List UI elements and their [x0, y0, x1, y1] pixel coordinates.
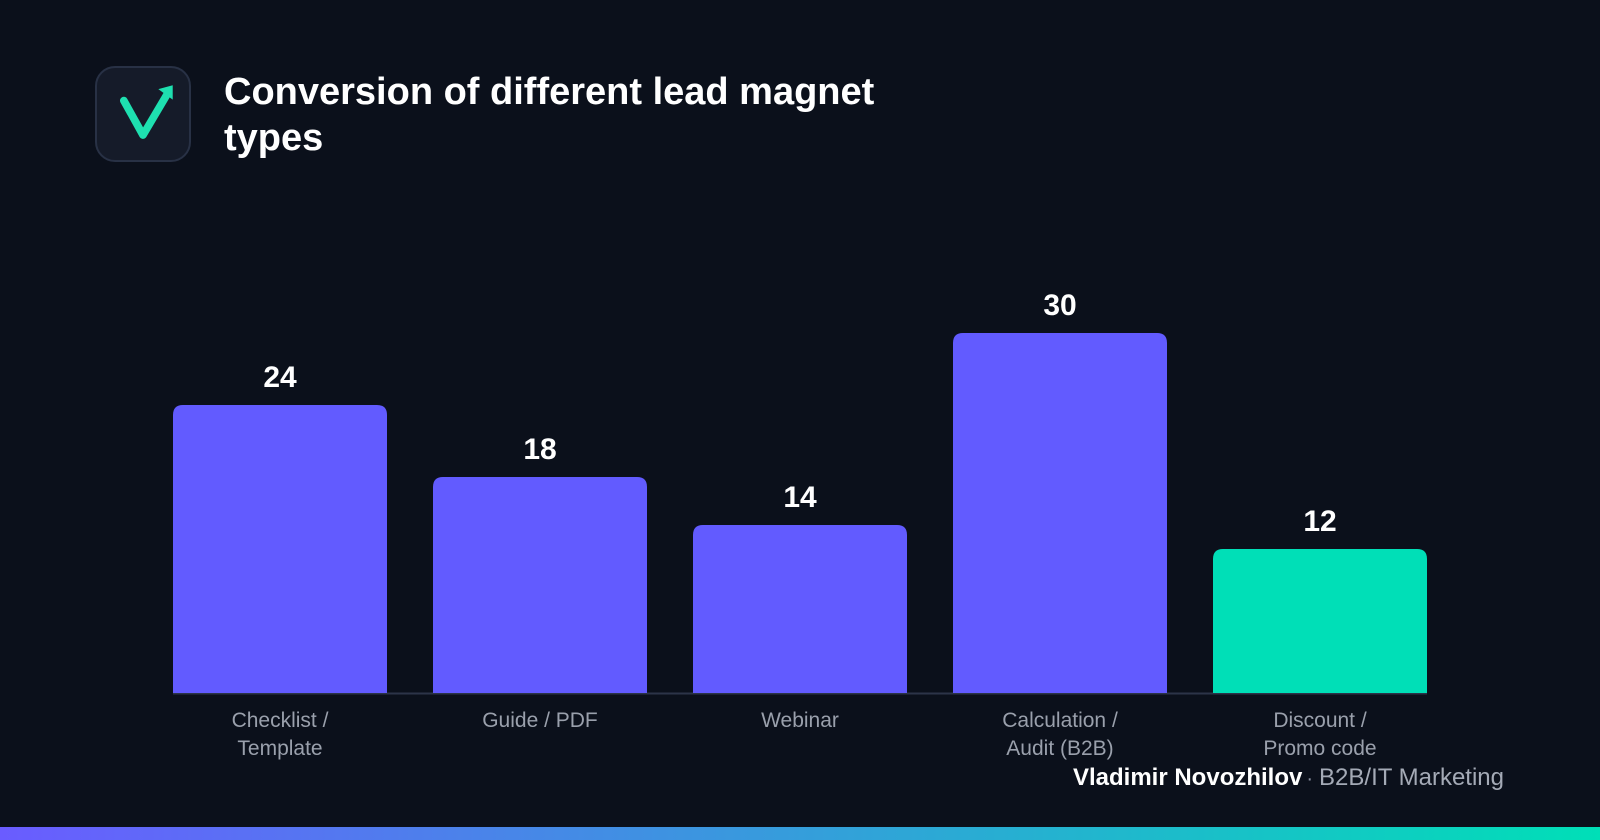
credit-separator: · — [1306, 768, 1314, 790]
category-label: Checklist / Template — [231, 709, 329, 760]
bar-value-label: 14 — [783, 481, 817, 514]
check-arrow-icon — [120, 85, 173, 139]
bar — [1213, 549, 1427, 693]
category-label: Guide / PDF — [482, 709, 598, 732]
category-label: Webinar — [761, 709, 839, 732]
bar-value-label: 12 — [1303, 505, 1336, 538]
bar-value-label: 30 — [1043, 289, 1076, 322]
chart-title: Conversion of different lead magnet type… — [224, 71, 875, 159]
bar — [433, 477, 647, 693]
bar — [953, 333, 1167, 693]
author-name: Vladimir Novozhilov — [1072, 764, 1303, 791]
category-label: Calculation / Audit (B2B) — [1002, 709, 1118, 760]
category-label: Discount / Promo code — [1263, 709, 1377, 760]
bar — [173, 405, 387, 693]
author-credit: Vladimir Novozhilov · B2B/IT Marketing — [1073, 763, 1504, 794]
author-role: B2B/IT Marketing — [1319, 764, 1504, 791]
bar — [693, 525, 907, 693]
bottom-gradient-bar — [0, 827, 1600, 840]
bar-value-label: 24 — [263, 361, 297, 394]
logo — [95, 66, 191, 162]
bar-value-label: 18 — [523, 433, 556, 466]
